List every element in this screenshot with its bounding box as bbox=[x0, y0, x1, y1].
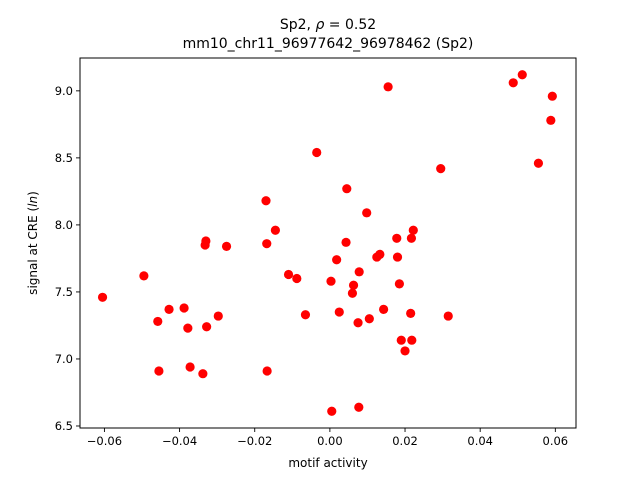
data-point bbox=[198, 369, 208, 379]
data-point bbox=[406, 308, 416, 318]
data-point bbox=[436, 163, 446, 174]
x-tick-label: −0.04 bbox=[162, 434, 197, 448]
data-point bbox=[547, 91, 557, 101]
data-point bbox=[213, 311, 223, 321]
x-tick-label: −0.02 bbox=[237, 434, 272, 448]
data-point bbox=[164, 304, 174, 314]
data-point bbox=[406, 233, 417, 243]
data-point bbox=[508, 78, 518, 88]
data-point bbox=[270, 225, 280, 235]
data-point bbox=[292, 273, 302, 284]
data-point bbox=[383, 82, 393, 92]
data-point bbox=[407, 335, 417, 345]
x-tick-label: 0.02 bbox=[392, 434, 418, 448]
data-point bbox=[354, 402, 364, 412]
data-point bbox=[327, 406, 337, 416]
data-point bbox=[201, 236, 211, 246]
y-axis-label: signal at CRE (ln) bbox=[26, 191, 40, 295]
data-points bbox=[97, 70, 557, 416]
chart-title: Sp2, ρ = 0.52 mm10_chr11_96977642_969784… bbox=[183, 17, 474, 52]
data-point bbox=[153, 316, 163, 327]
data-point bbox=[392, 233, 402, 243]
data-point bbox=[262, 239, 272, 249]
data-point bbox=[283, 269, 294, 280]
x-axis-label: motif activity bbox=[288, 456, 367, 470]
data-point bbox=[139, 271, 149, 281]
data-point bbox=[353, 318, 363, 328]
x-tick-label: 0.06 bbox=[543, 434, 569, 448]
data-point bbox=[517, 70, 527, 80]
data-point bbox=[202, 322, 212, 332]
data-point bbox=[354, 267, 364, 277]
data-point bbox=[312, 147, 322, 158]
data-point bbox=[179, 303, 189, 313]
data-point bbox=[396, 335, 406, 345]
data-point bbox=[408, 225, 418, 235]
plot-area-frame bbox=[79, 57, 577, 429]
chart-title-line-1: Sp2, ρ = 0.52 bbox=[280, 17, 376, 33]
data-point bbox=[546, 115, 556, 125]
data-point bbox=[262, 366, 272, 376]
data-point bbox=[261, 196, 271, 206]
data-point bbox=[334, 307, 344, 317]
x-tick-label: 0.04 bbox=[467, 434, 493, 448]
x-axis-ticks: −0.06 −0.04 −0.02 0.00 0.02 0.04 0.06 bbox=[87, 428, 568, 448]
data-point bbox=[326, 276, 336, 286]
data-point bbox=[533, 158, 544, 168]
y-tick-label: 8.5 bbox=[55, 151, 73, 165]
y-tick-label: 8.0 bbox=[55, 218, 73, 232]
data-point bbox=[332, 255, 342, 265]
data-point bbox=[362, 208, 372, 218]
x-tick-label: −0.06 bbox=[87, 434, 122, 448]
data-point bbox=[183, 323, 193, 333]
data-point bbox=[300, 310, 311, 320]
data-point bbox=[348, 280, 359, 290]
data-point bbox=[443, 311, 453, 321]
data-point bbox=[185, 362, 195, 372]
data-point bbox=[221, 241, 232, 251]
data-point bbox=[341, 237, 351, 247]
data-point bbox=[364, 314, 374, 324]
data-point bbox=[375, 249, 385, 259]
y-tick-label: 9.0 bbox=[55, 84, 73, 98]
y-tick-label: 7.0 bbox=[55, 352, 73, 366]
data-point bbox=[394, 279, 404, 289]
y-tick-label: 6.5 bbox=[55, 419, 73, 433]
data-point bbox=[400, 346, 410, 356]
chart-title-line-2: mm10_chr11_96977642_96978462 (Sp2) bbox=[183, 36, 474, 52]
data-point bbox=[97, 292, 108, 302]
x-tick-label: 0.00 bbox=[317, 434, 343, 448]
y-tick-label: 7.5 bbox=[55, 285, 73, 299]
y-axis-ticks: 6.5 7.0 7.5 8.0 8.5 9.0 bbox=[55, 84, 80, 433]
data-point bbox=[392, 252, 403, 262]
data-point bbox=[342, 184, 352, 194]
data-point bbox=[154, 366, 164, 376]
data-point bbox=[347, 288, 358, 298]
data-point bbox=[379, 304, 389, 314]
